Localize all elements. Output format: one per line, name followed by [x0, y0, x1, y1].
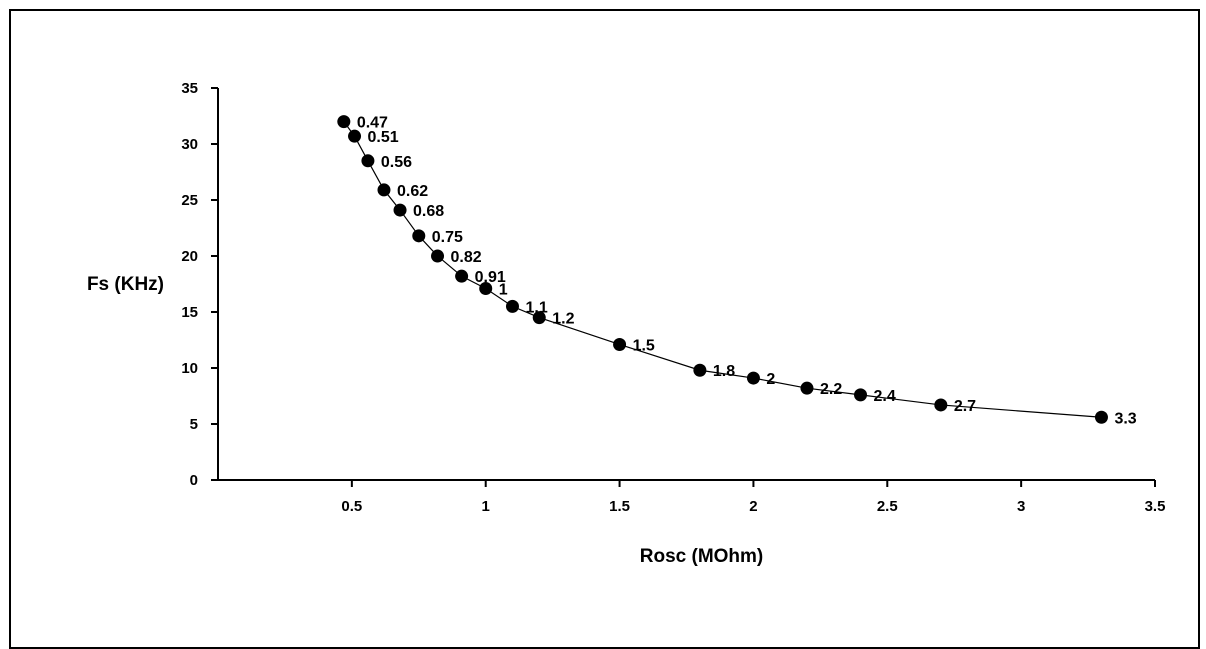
data-point	[337, 115, 351, 129]
x-tick-label: 2.5	[877, 498, 898, 515]
x-tick-label: 1	[482, 498, 490, 515]
y-axis-title: Fs (KHz)	[87, 274, 164, 295]
data-point	[934, 398, 948, 412]
data-label: 1.2	[552, 311, 574, 328]
data-label: 0.82	[451, 249, 482, 266]
y-tick-label: 5	[190, 416, 198, 433]
data-point	[800, 381, 814, 395]
data-point	[854, 388, 868, 402]
data-label: 1.5	[633, 337, 655, 354]
data-label: 1.1	[525, 299, 547, 316]
data-label: 0.91	[475, 269, 506, 286]
data-label: 2.4	[874, 388, 896, 405]
data-point	[1094, 410, 1108, 424]
data-label: 0.75	[432, 229, 463, 246]
data-point	[693, 363, 707, 377]
data-point	[348, 129, 362, 143]
data-point	[746, 371, 760, 385]
x-axis-title: Rosc (MOhm)	[640, 546, 764, 567]
data-point	[412, 229, 426, 243]
data-point	[505, 299, 519, 313]
x-tick-label: 2	[749, 498, 757, 515]
data-label: 0.47	[357, 115, 388, 132]
y-tick-label: 35	[181, 80, 198, 97]
data-label: 0.62	[397, 183, 428, 200]
y-tick-label: 20	[181, 248, 198, 265]
data-label: 1	[499, 281, 508, 298]
data-point	[613, 337, 627, 351]
y-tick-label: 15	[181, 304, 198, 321]
y-tick-label: 30	[181, 136, 198, 153]
data-points	[337, 115, 1108, 424]
y-tick-label: 10	[181, 360, 198, 377]
data-label: 0.51	[368, 129, 399, 146]
data-label: 2.7	[954, 398, 976, 415]
data-label: 2.2	[820, 381, 842, 398]
y-tick-label: 0	[190, 472, 198, 489]
data-label: 2	[766, 371, 775, 388]
data-label: 0.68	[413, 203, 444, 220]
data-label: 1.8	[713, 363, 735, 380]
data-point	[431, 249, 445, 263]
data-point	[532, 311, 546, 325]
data-label: 0.56	[381, 154, 412, 171]
data-point	[455, 269, 469, 283]
y-tick-label: 25	[181, 192, 198, 209]
data-labels: 0.470.51 0.56 0.62 0.68 0.75 0.82 0.911 1.1 1.2 1…	[357, 115, 1137, 428]
x-tick-label: 3	[1017, 498, 1025, 515]
data-point	[479, 281, 493, 295]
data-point	[393, 203, 407, 217]
data-label: 3.3	[1114, 410, 1136, 427]
data-point	[377, 183, 391, 197]
chart-frame	[9, 9, 1200, 649]
x-tick-label: 3.5	[1145, 498, 1166, 515]
data-point	[361, 154, 375, 168]
axes	[217, 88, 1155, 481]
x-tick-label: 1.5	[609, 498, 630, 515]
x-tick-label: 0.5	[341, 498, 362, 515]
